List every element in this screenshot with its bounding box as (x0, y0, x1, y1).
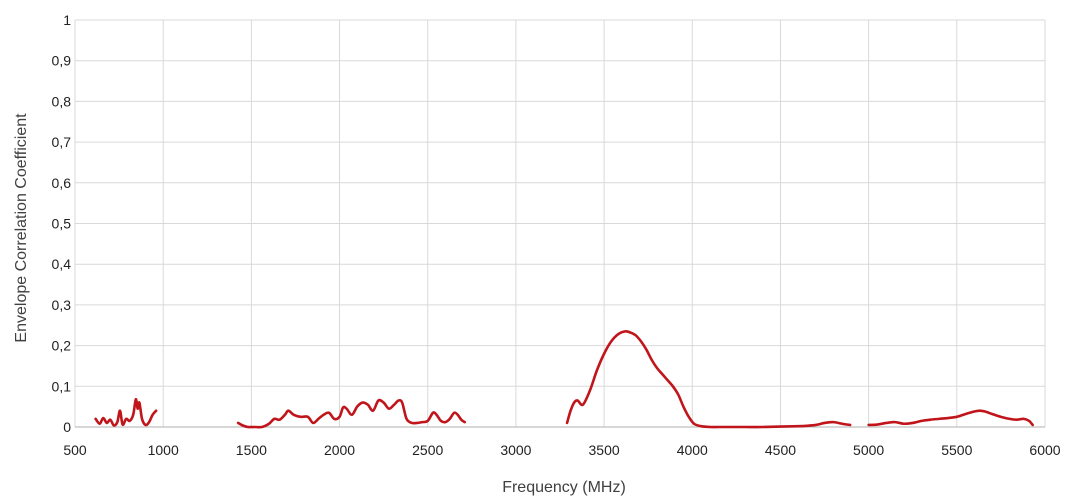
series-line-segment (94, 398, 158, 427)
series-layer (94, 330, 1034, 429)
y-tick-label: 0,1 (52, 378, 72, 394)
y-tick-label: 0,8 (52, 93, 72, 109)
x-tick-label: 3500 (589, 442, 620, 458)
y-tick-label: 0 (63, 419, 71, 435)
x-tick-label: 4000 (677, 442, 708, 458)
x-tick-label: 6000 (1029, 442, 1060, 458)
series-line-segment (867, 409, 1034, 427)
series-line-segment (236, 398, 467, 429)
y-tick-label: 0,5 (52, 216, 72, 232)
y-tick-label: 0,4 (52, 256, 72, 272)
x-tick-label: 2000 (324, 442, 355, 458)
x-tick-label: 2500 (412, 442, 443, 458)
x-tick-label: 5500 (941, 442, 972, 458)
y-tick-label: 0,3 (52, 297, 72, 313)
y-tick-label: 0,7 (52, 134, 72, 150)
y-tick-label: 0,6 (52, 175, 72, 191)
series-line-segment (565, 330, 852, 429)
y-tick-label: 0,9 (52, 53, 72, 69)
x-tick-label: 4500 (765, 442, 796, 458)
x-tick-label: 500 (63, 442, 87, 458)
x-tick-labels: 500 1000 1500 2000 2500 3000 3500 4000 4500 5000 5… (63, 442, 1060, 458)
grid-lines (74, 19, 1046, 428)
x-tick-label: 3000 (500, 442, 531, 458)
x-tick-label: 5000 (853, 442, 884, 458)
y-tick-label: 1 (63, 12, 71, 28)
y-tick-label: 0,2 (52, 338, 72, 354)
y-axis-title: Envelope Correlation Coefficient (13, 113, 30, 343)
x-axis-title: Frequency (MHz) (502, 479, 626, 496)
x-tick-label: 1500 (236, 442, 267, 458)
x-tick-label: 1000 (148, 442, 179, 458)
y-tick-labels: 0 0,1 0,2 0,3 0,4 0,5 0,6 0,7 0,8 0,9 1 (52, 12, 72, 435)
